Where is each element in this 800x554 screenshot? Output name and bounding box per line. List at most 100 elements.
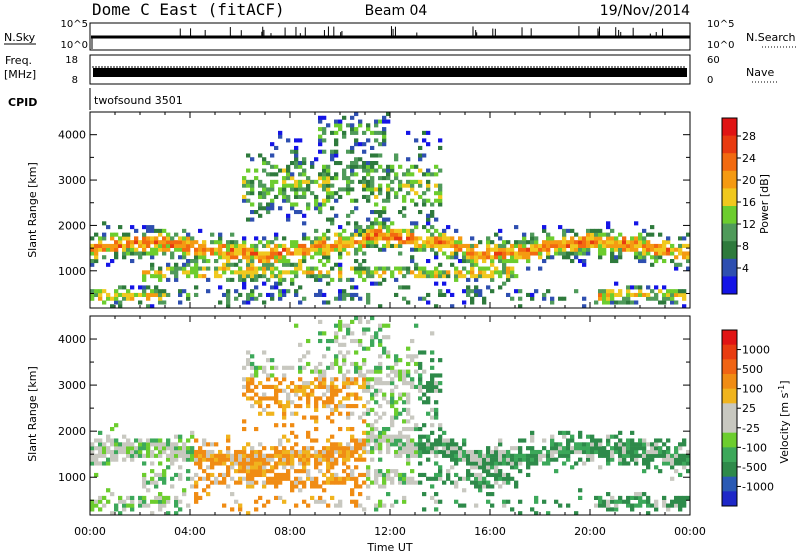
heatmap-cell [650,247,655,252]
heatmap-cell [150,304,155,309]
heatmap-cell [166,277,171,282]
heatmap-cell [590,457,595,462]
heatmap-cell [390,270,395,275]
heatmap-cell [394,277,399,282]
heatmap-cell [354,438,359,443]
heatmap-cell [498,438,503,443]
heatmap-cell [530,507,535,512]
heatmap-cell [298,365,303,370]
heatmap-cell [566,442,571,447]
heatmap-cell [378,323,383,328]
heatmap-cell [370,274,375,279]
heatmap-cell [246,179,251,184]
heatmap-cell [250,262,255,267]
heatmap-cell [146,236,151,241]
heatmap-cell [662,292,667,297]
heatmap-cell [390,164,395,169]
heatmap-cell [210,449,215,455]
heatmap-cell [242,300,247,305]
heatmap-cell [298,179,303,184]
heatmap-cell [670,289,675,294]
heatmap-cell [434,400,439,405]
heatmap-cell [350,319,355,324]
heatmap-cell [234,270,239,275]
heatmap-cell [250,365,255,370]
heatmap-cell [306,446,311,451]
heatmap-cell [286,217,291,222]
heatmap-cell [170,270,175,275]
heatmap-cell [682,461,687,466]
heatmap-cell [282,191,287,196]
heatmap-cell [306,236,311,241]
heatmap-cell [174,503,179,508]
heatmap-cell [330,407,335,412]
heatmap-cell [546,511,551,516]
heatmap-cell [530,449,535,455]
heatmap-cell [566,446,571,451]
heatmap-cell [222,457,227,462]
heatmap-cell [162,240,167,245]
heatmap-cell [266,461,271,466]
heatmap-cell [626,300,631,305]
colorbar-swatch [722,206,737,224]
heatmap-cell [274,255,279,260]
heatmap-cell [494,247,499,252]
heatmap-cell [298,449,303,455]
heatmap-cell [562,434,567,439]
heatmap-cell [266,251,271,256]
heatmap-cell [294,266,299,271]
heatmap-cell [438,292,443,297]
heatmap-cell [174,446,179,451]
heatmap-cell [278,259,283,264]
heatmap-cell [458,236,463,241]
heatmap-cell [354,266,359,271]
heatmap-cell [266,377,271,382]
heatmap-cell [334,354,339,359]
heatmap-cell [226,251,231,256]
heatmap-cell [366,168,371,173]
heatmap-cell [410,480,415,485]
heatmap-cell [378,404,383,409]
heatmap-cell [290,461,295,466]
heatmap-cell [222,480,227,485]
heatmap-cell [458,259,463,264]
heatmap-cell [238,292,243,297]
heatmap-cell [318,274,323,279]
heatmap-cell [682,438,687,443]
heatmap-cell [678,247,683,252]
heatmap-cell [90,461,95,466]
heatmap-cell [290,381,295,386]
heatmap-cell [282,194,287,199]
heatmap-cell [618,430,623,435]
heatmap-cell [414,426,419,432]
heatmap-cell [342,187,347,192]
heatmap-cell [506,270,511,275]
heatmap-cell [386,243,391,248]
heatmap-cell [338,127,343,132]
heatmap-cell [294,210,299,215]
y-tick-label: 1000 [58,265,86,278]
heatmap-cell [418,373,423,378]
heatmap-cell [370,145,375,150]
heatmap-cell [330,465,335,470]
heatmap-cell [618,495,623,500]
heatmap-cell [438,388,443,393]
heatmap-cell [586,434,591,439]
heatmap-cell [674,289,679,294]
heatmap-cell [274,281,279,286]
heatmap-cell [486,240,491,245]
heatmap-cell [242,274,247,279]
heatmap-cell [542,243,547,248]
heatmap-cell [98,243,103,248]
heatmap-cell [318,381,323,386]
heatmap-cell [318,319,323,324]
heatmap-cell [310,161,315,166]
heatmap-cell [346,377,351,382]
heatmap-cell [250,259,255,264]
heatmap-cell [406,285,411,290]
heatmap-cell [438,270,443,275]
heatmap-cell [330,388,335,393]
heatmap-cell [494,255,499,260]
heatmap-cell [330,419,335,424]
heatmap-cell [314,400,319,405]
